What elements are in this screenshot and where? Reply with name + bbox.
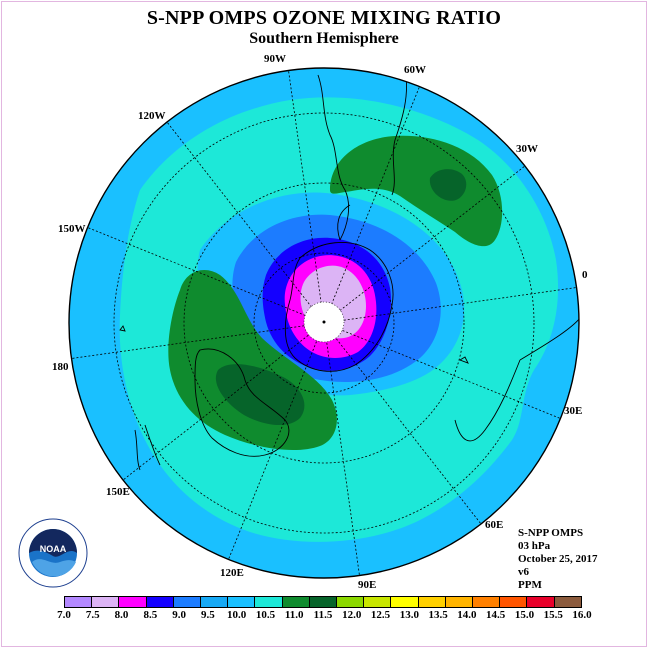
meridian-line xyxy=(326,342,360,576)
meridians xyxy=(71,70,577,576)
colorbar-cell xyxy=(228,597,256,607)
colorbar-tick-label: 9.5 xyxy=(201,609,215,621)
lon-label-60w: 60W xyxy=(404,64,426,76)
lon-label-30w: 30W xyxy=(516,143,538,155)
colorbar-cell xyxy=(309,597,338,607)
colorbar-tick-label: 15.5 xyxy=(543,609,563,621)
meridian-line xyxy=(342,330,561,419)
colorbar-tick-label: 15.0 xyxy=(514,609,535,621)
map-border xyxy=(68,67,580,579)
info-level: 03 hPa xyxy=(518,540,551,552)
product-info: S-NPP OMPS 03 hPa October 25, 2017 v6 PP… xyxy=(518,527,598,592)
colorbar-cell xyxy=(92,597,120,607)
meridian-line xyxy=(166,121,313,308)
meridian-line xyxy=(122,334,309,481)
colorbar-cell xyxy=(173,597,202,607)
lon-label-180: 180 xyxy=(52,361,69,373)
info-version: v6 xyxy=(518,566,529,578)
colorbar-tick-label: 11.5 xyxy=(313,609,333,621)
colorbar-tick-label: 8.0 xyxy=(114,609,129,621)
lon-label-90e: 90E xyxy=(358,579,376,591)
colorbar-tick-label: 13.5 xyxy=(428,609,448,621)
lon-label-30e: 30E xyxy=(564,405,582,417)
colorbar-cell xyxy=(337,597,365,607)
meridian-line xyxy=(228,341,317,560)
colorbar-cell xyxy=(445,597,474,607)
colorbar-cell xyxy=(391,597,419,607)
colorbar-tick-label: 10.0 xyxy=(227,609,247,621)
logo-text: NOAA xyxy=(40,544,67,554)
colorbar-cell xyxy=(473,597,501,607)
colorbar-cell xyxy=(119,597,147,607)
graticule xyxy=(113,112,535,534)
page-subtitle: Southern Hemisphere xyxy=(249,30,399,47)
colorbar-cell xyxy=(418,597,446,607)
info-instrument: S-NPP OMPS xyxy=(518,527,584,539)
colorbar-tick-label: 16.0 xyxy=(572,609,592,621)
colorbar-cell xyxy=(282,597,310,607)
lon-label-60e: 60E xyxy=(485,519,503,531)
colorbar-tick-label: 12.5 xyxy=(370,609,391,621)
band-11-5-east xyxy=(429,169,467,201)
page-title: S-NPP OMPS OZONE MIXING RATIO xyxy=(146,7,502,29)
colorbar-tick-label: 12.0 xyxy=(342,609,362,621)
lon-label-120w: 120W xyxy=(138,110,166,122)
lon-label-150w: 150W xyxy=(58,223,86,235)
meridian-line xyxy=(339,165,526,312)
colorbar-tick-label: 10.5 xyxy=(255,609,276,621)
lon-label-120e: 120E xyxy=(220,567,244,579)
colorbar-tick-label: 14.5 xyxy=(486,609,506,621)
meridian-line xyxy=(335,338,482,525)
colorbar-tick-label: 7.5 xyxy=(85,609,100,621)
colorbar-cell xyxy=(554,597,581,607)
colorbar-tick-label: 11.0 xyxy=(284,609,304,621)
colorbar-cell xyxy=(364,597,392,607)
meridian-line xyxy=(331,86,420,305)
info-units: PPM xyxy=(518,579,542,591)
colorbar-cell xyxy=(201,597,229,607)
lon-label-90w: 90W xyxy=(264,53,286,65)
pole-marker xyxy=(322,320,326,324)
meridian-line xyxy=(71,325,305,359)
colorbar-tick-label: 14.0 xyxy=(457,609,477,621)
meridian-line xyxy=(343,287,577,321)
colorbar-tick-label: 7.0 xyxy=(57,609,71,621)
lon-label-150e: 150E xyxy=(106,486,130,498)
colorbar-tick-label: 8.5 xyxy=(143,609,158,621)
colorbar-cell xyxy=(146,597,174,607)
band-11-5-west xyxy=(215,364,305,426)
colorbar-cell xyxy=(500,597,528,607)
meridian-line xyxy=(87,227,306,316)
meridian-line xyxy=(288,70,322,304)
colorbar-cell xyxy=(255,597,283,607)
colorbar xyxy=(64,596,582,608)
colorbar-cell xyxy=(65,597,93,607)
info-date: October 25, 2017 xyxy=(518,553,598,565)
colorbar-ticks: 7.0 7.5 8.0 8.5 9.0 9.5 10.0 10.5 11.0 11.5 12.0 12… xyxy=(57,609,592,623)
colorbar-cell xyxy=(527,597,555,607)
colorbar-tick-label: 13.0 xyxy=(399,609,419,621)
noaa-logo-icon: NOAA xyxy=(18,518,88,588)
band-11-0-east xyxy=(330,135,503,247)
colorbar-tick-label: 9.0 xyxy=(172,609,186,621)
coastlines xyxy=(119,69,579,471)
lon-label-0: 0 xyxy=(582,269,588,281)
